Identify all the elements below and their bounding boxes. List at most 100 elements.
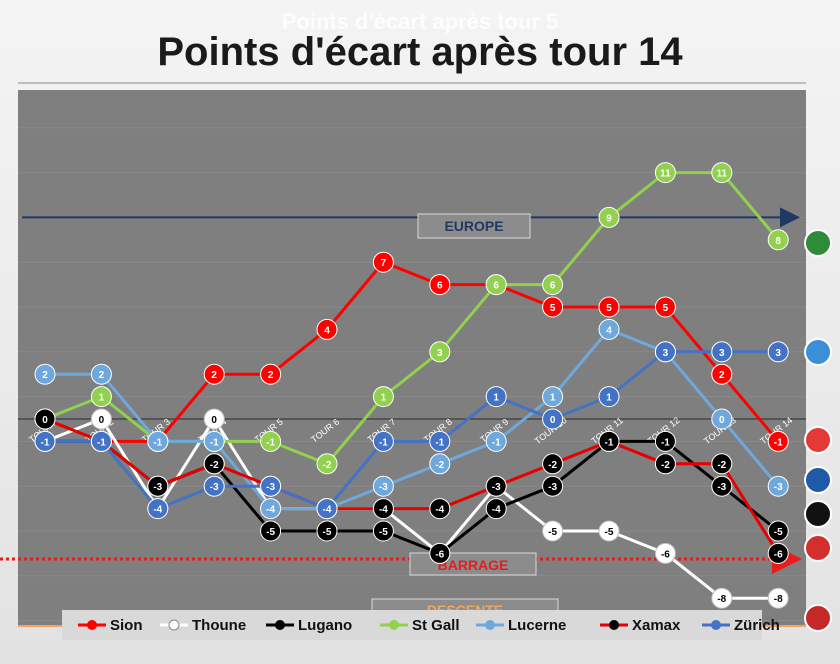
plot-area — [18, 90, 806, 627]
data-label-st-gall: 1 — [381, 393, 387, 404]
data-label-lucerne: 2 — [42, 370, 48, 381]
legend-swatch-marker-st-gall — [389, 620, 399, 630]
data-label-st-gall: 6 — [493, 281, 499, 292]
data-label-st-gall: 1 — [99, 393, 105, 404]
zurich-crest-icon — [804, 338, 832, 366]
data-label-zürich: 3 — [719, 348, 725, 359]
data-label-zürich: 3 — [663, 348, 669, 359]
data-label-st-gall: 9 — [606, 213, 612, 224]
data-label-lugano: -5 — [323, 527, 332, 538]
data-point-lugano — [542, 475, 564, 497]
data-label-sion: 5 — [663, 303, 669, 314]
data-label-zürich: -1 — [379, 437, 388, 448]
legend-label-zürich: Zürich — [734, 617, 780, 634]
data-point-lucerne — [90, 363, 112, 385]
data-label-sion: 2 — [268, 370, 274, 381]
chart-ghost-title: Points d'écart après tour 5 — [281, 9, 559, 34]
legend-label-st-gall: St Gall — [412, 617, 460, 634]
sion-crest-icon — [804, 426, 832, 454]
data-label-lugano: -5 — [774, 527, 783, 538]
data-point-sion — [542, 296, 564, 318]
data-label-lucerne: -4 — [266, 505, 275, 516]
data-label-zürich: 1 — [493, 393, 499, 404]
data-point-st-gall — [598, 206, 620, 228]
data-point-lugano — [429, 542, 451, 564]
legend-label-lucerne: Lucerne — [508, 617, 566, 634]
data-label-lucerne: -1 — [153, 437, 162, 448]
data-point-sion — [260, 363, 282, 385]
legend-swatch-marker-xamax — [609, 620, 619, 630]
data-point-st-gall — [542, 274, 564, 296]
data-point-xamax — [34, 408, 56, 430]
data-label-xamax: -3 — [153, 482, 162, 493]
lucerne-crest-icon — [804, 466, 832, 494]
data-point-xamax — [429, 498, 451, 520]
data-label-zürich: -1 — [41, 437, 50, 448]
data-point-st-gall — [767, 229, 789, 251]
data-label-zürich: -3 — [210, 482, 219, 493]
data-point-xamax — [598, 430, 620, 452]
data-label-lucerne: 2 — [99, 370, 105, 381]
data-point-lugano — [316, 520, 338, 542]
data-label-xamax: -6 — [774, 549, 783, 560]
europe-label-box — [417, 213, 531, 239]
data-point-st-gall — [485, 274, 507, 296]
data-point-st-gall — [90, 386, 112, 408]
data-point-lucerne — [767, 475, 789, 497]
st-gall-crest-icon — [804, 229, 832, 257]
data-label-lucerne: -3 — [379, 482, 388, 493]
data-label-lucerne: -2 — [435, 460, 444, 471]
data-point-zürich — [316, 498, 338, 520]
legend-swatch-marker-thoune — [168, 619, 180, 631]
xamax-crest-icon — [804, 534, 832, 562]
data-label-st-gall: 6 — [550, 281, 556, 292]
data-point-lucerne — [429, 453, 451, 475]
data-point-zürich — [260, 475, 282, 497]
data-point-thoune — [711, 587, 733, 609]
data-point-st-gall — [654, 162, 676, 184]
data-point-lucerne — [372, 475, 394, 497]
data-point-zürich — [90, 430, 112, 452]
data-point-lugano — [260, 520, 282, 542]
data-point-lucerne — [34, 363, 56, 385]
data-point-lucerne — [485, 430, 507, 452]
data-label-xamax: -4 — [435, 505, 444, 516]
data-point-st-gall — [316, 453, 338, 475]
data-label-st-gall: -2 — [323, 460, 332, 471]
data-point-thoune — [598, 520, 620, 542]
data-point-lucerne — [147, 430, 169, 452]
data-label-sion: 4 — [324, 325, 330, 336]
data-point-lugano — [485, 498, 507, 520]
chart-title: Points d'écart après tour 14 — [157, 30, 683, 74]
legend-label-lugano: Lugano — [298, 617, 352, 634]
data-label-zürich: -1 — [97, 437, 106, 448]
data-point-lucerne — [203, 430, 225, 452]
data-label-st-gall: -1 — [266, 437, 275, 448]
data-point-st-gall — [260, 430, 282, 452]
data-point-thoune — [90, 408, 112, 430]
data-label-xamax: -1 — [605, 437, 614, 448]
data-point-zürich — [542, 408, 564, 430]
data-point-thoune — [767, 587, 789, 609]
data-point-zürich — [767, 341, 789, 363]
data-label-xamax: -4 — [379, 505, 388, 516]
data-label-sion: 2 — [719, 370, 725, 381]
data-label-lucerne: -1 — [210, 437, 219, 448]
data-point-sion — [598, 296, 620, 318]
data-point-thoune — [203, 408, 225, 430]
data-label-lucerne: -1 — [492, 437, 501, 448]
data-point-sion — [429, 274, 451, 296]
legend-swatch-marker-lugano — [275, 620, 285, 630]
data-point-sion — [316, 318, 338, 340]
data-label-lugano: -1 — [661, 437, 670, 448]
data-label-xamax: -2 — [210, 460, 219, 471]
legend-swatch-marker-sion — [87, 620, 97, 630]
data-label-st-gall: 8 — [775, 236, 781, 247]
data-label-xamax: 0 — [42, 415, 48, 426]
data-point-lucerne — [598, 318, 620, 340]
data-point-xamax — [711, 453, 733, 475]
lugano-crest-icon — [804, 500, 832, 528]
data-label-sion: 5 — [606, 303, 612, 314]
data-point-sion — [654, 296, 676, 318]
